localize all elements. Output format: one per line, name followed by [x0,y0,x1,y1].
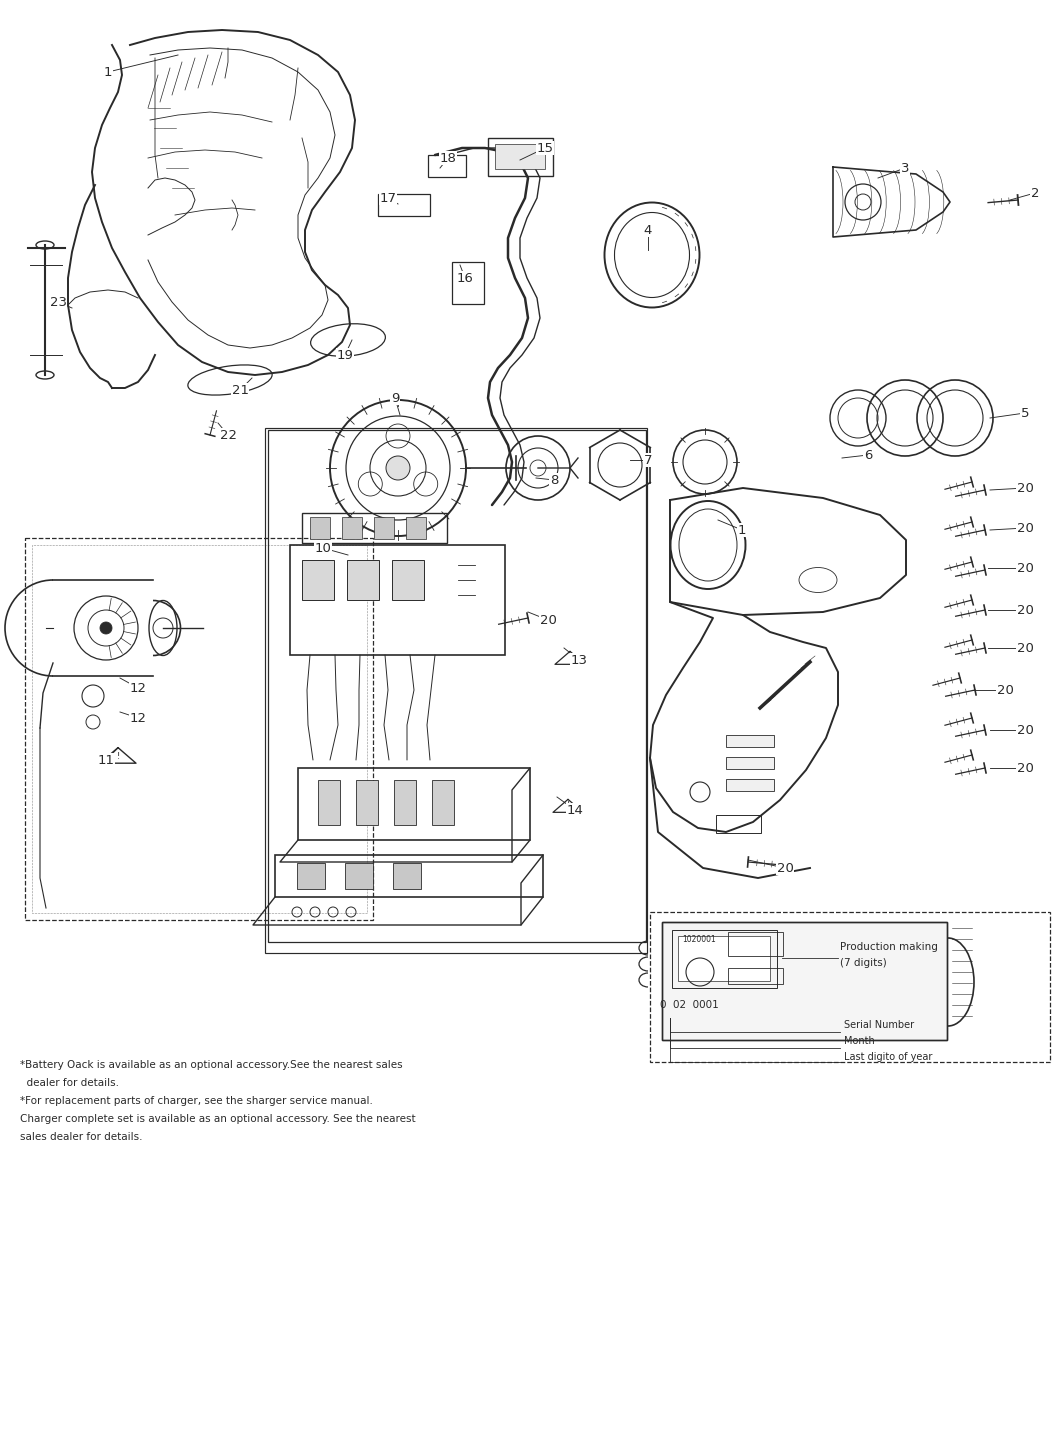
Bar [302,561,334,601]
Bar [662,922,947,1040]
Text: 5: 5 [1020,406,1029,419]
Text: 22: 22 [219,429,236,442]
Text: 6: 6 [864,449,872,462]
Text: 1: 1 [738,523,746,536]
Text: 19: 19 [337,349,353,362]
Bar [649,912,1050,1062]
Bar [728,968,783,984]
Text: 9: 9 [391,392,400,405]
Text: Serial Number: Serial Number [844,1020,914,1030]
Text: *For replacement parts of charger, see the sharger service manual.: *For replacement parts of charger, see t… [20,1095,373,1105]
Text: 20: 20 [997,684,1013,696]
Bar [432,779,454,825]
Text: 8: 8 [550,473,558,486]
Text: 20: 20 [1016,724,1033,736]
Circle shape [100,622,112,633]
Bar [298,768,530,839]
Bar [406,518,426,539]
Bar [275,855,543,897]
Text: 20: 20 [1016,562,1033,575]
Text: 7: 7 [644,453,653,466]
Text: 23: 23 [50,296,67,309]
Text: Last digito of year: Last digito of year [844,1052,932,1062]
Bar [392,561,424,601]
Circle shape [386,456,410,480]
Text: *Battery Oack is available as an optional accessory.See the nearest sales: *Battery Oack is available as an optiona… [20,1060,403,1070]
Text: 4: 4 [644,223,653,236]
Bar [378,194,431,216]
Text: 20: 20 [1016,642,1033,655]
Text: 20: 20 [540,613,556,626]
Bar [678,937,770,981]
Text: 20: 20 [777,861,793,875]
Text: 20: 20 [1016,522,1033,535]
Bar [318,779,340,825]
Bar [342,518,362,539]
Bar [268,430,646,942]
Text: 2: 2 [1031,186,1040,200]
Bar [310,518,330,539]
Bar [297,862,325,889]
Bar [672,930,777,988]
Bar [32,545,367,912]
Bar [26,538,373,919]
Bar [394,779,416,825]
Text: 3: 3 [900,162,909,174]
Text: (7 digits): (7 digits) [840,958,887,968]
Text: 1: 1 [104,66,113,79]
Text: !: ! [116,752,120,761]
Bar [265,428,647,952]
Bar [716,815,761,834]
Text: !: ! [567,801,570,811]
Bar [428,154,466,177]
Text: 15: 15 [537,142,554,154]
Text: 10: 10 [315,542,332,555]
Text: Charger complete set is available as an optional accessory. See the nearest: Charger complete set is available as an … [20,1114,416,1124]
Text: 1020001: 1020001 [682,935,715,944]
Text: Production making: Production making [840,942,938,952]
Bar [495,144,545,169]
Text: dealer for details.: dealer for details. [20,1078,119,1088]
Text: 12: 12 [130,682,147,695]
Bar [290,545,505,655]
Text: 16: 16 [457,272,473,285]
Bar [374,518,394,539]
Bar [662,922,947,1040]
Text: Month: Month [844,1035,875,1045]
Bar [347,561,379,601]
Text: 11: 11 [98,754,115,766]
Bar [356,779,378,825]
Text: 20: 20 [1016,482,1033,495]
Text: 18: 18 [440,152,456,164]
Bar [452,262,484,305]
Text: 13: 13 [571,654,588,666]
Bar [728,932,783,957]
Bar [393,862,421,889]
Text: !: ! [569,654,572,662]
Bar [488,139,553,176]
Text: 21: 21 [232,383,249,396]
Text: 0  02  0001: 0 02 0001 [660,1000,719,1010]
Text: sales dealer for details.: sales dealer for details. [20,1133,142,1143]
Bar [345,862,373,889]
Text: 12: 12 [130,712,147,725]
Bar [726,756,774,769]
Text: 20: 20 [1016,603,1033,616]
Text: 14: 14 [567,804,584,817]
Bar [302,513,448,543]
Text: 17: 17 [379,192,396,204]
Bar [726,779,774,791]
Bar [726,735,774,746]
Text: 20: 20 [1016,762,1033,775]
